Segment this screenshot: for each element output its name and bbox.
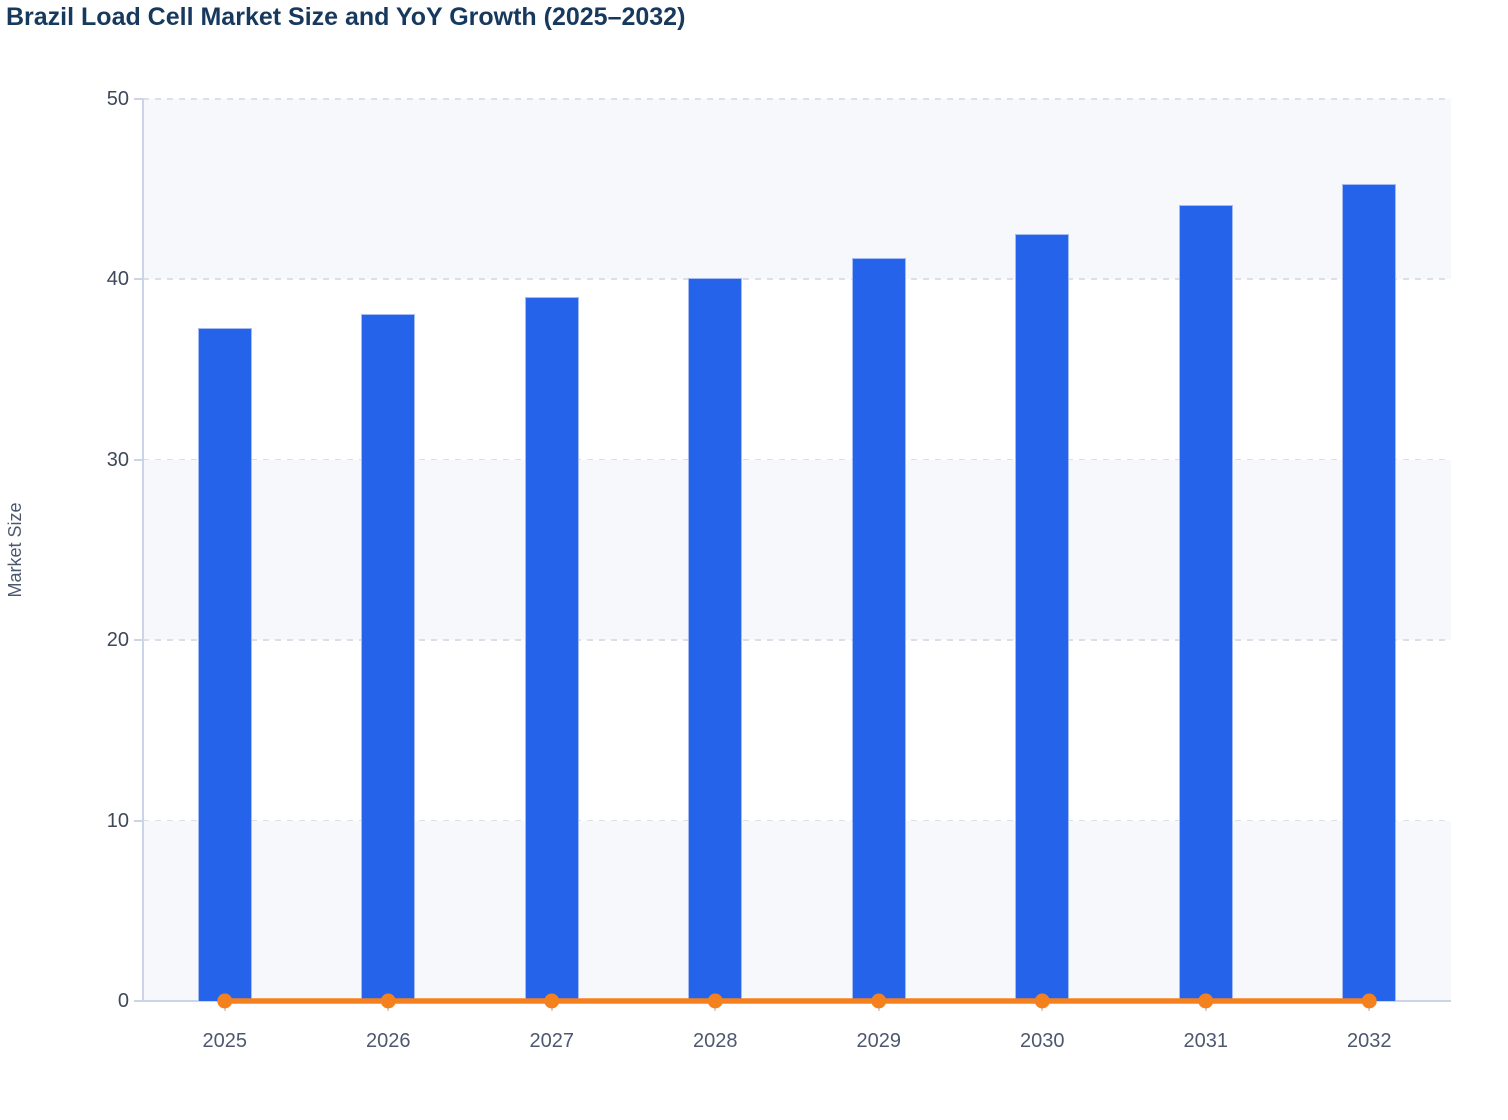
y-axis-title: Market Size: [5, 502, 25, 598]
x-tick-label-2028: 2028: [693, 1030, 738, 1052]
y-tick-label: 30: [106, 448, 129, 471]
bar-2028[interactable]: [688, 277, 743, 1001]
bar-2027[interactable]: [524, 297, 579, 1001]
bar-2031[interactable]: [1178, 205, 1233, 1001]
x-tick-label-2029: 2029: [856, 1030, 902, 1052]
y-tick-label: 20: [106, 629, 129, 652]
x-tick-label-2030: 2030: [1020, 1030, 1065, 1052]
plot-band: [143, 820, 1451, 1001]
plot-band: [143, 279, 1451, 460]
chart-title: Brazil Load Cell Market Size and YoY Gro…: [6, 3, 686, 31]
y-axis-tick: [134, 819, 143, 822]
y-tick-label: 40: [106, 268, 129, 291]
y-axis-tick: [134, 278, 143, 281]
y-tick-label: 0: [117, 990, 129, 1012]
x-tick-label-2027: 2027: [529, 1030, 575, 1052]
yoy-marker-2032[interactable]: [1361, 993, 1377, 1009]
y-tick-label: 10: [106, 809, 129, 832]
bar-2025[interactable]: [197, 328, 252, 1001]
gridline-20: [143, 639, 1451, 641]
plot-band: [143, 99, 1451, 280]
y-axis-tick: [134, 1000, 143, 1002]
gridline-40: [143, 278, 1451, 280]
plot-area: 0 10 20 30 40 50 2025 2026 2027 2028 2029 2030 2031 2…: [107, 88, 1451, 1052]
gridline-50: [143, 98, 1451, 100]
yoy-marker-2028[interactable]: [707, 993, 723, 1009]
gridline-10: [143, 819, 1451, 822]
x-tick-label-2032: 2032: [1347, 1030, 1392, 1052]
yoy-growth-line-layer: [217, 993, 1377, 1009]
yoy-marker-2025[interactable]: [217, 993, 233, 1009]
plot-band: [143, 640, 1451, 821]
yoy-marker-2026[interactable]: [380, 993, 396, 1009]
y-axis-line: [142, 99, 144, 1001]
bar-2026[interactable]: [361, 313, 416, 1001]
y-axis-tick: [134, 639, 143, 642]
plot-band: [143, 459, 1451, 641]
yoy-marker-2029[interactable]: [871, 993, 887, 1009]
y-axis-tick: [134, 458, 143, 461]
bar-2032[interactable]: [1342, 183, 1397, 1001]
yoy-marker-2027[interactable]: [544, 993, 560, 1009]
y-axis-tick: [134, 98, 143, 100]
y-tick-label: 50: [106, 88, 129, 110]
x-tick-label-2026: 2026: [366, 1030, 411, 1052]
bar-2029[interactable]: [851, 257, 906, 1001]
bar-2030[interactable]: [1015, 234, 1070, 1001]
x-tick-label-2031: 2031: [1183, 1030, 1229, 1052]
yoy-marker-2031[interactable]: [1198, 993, 1214, 1009]
x-tick-label-2025: 2025: [202, 1030, 248, 1052]
gridline-30: [143, 458, 1451, 461]
yoy-marker-2030[interactable]: [1034, 993, 1050, 1009]
